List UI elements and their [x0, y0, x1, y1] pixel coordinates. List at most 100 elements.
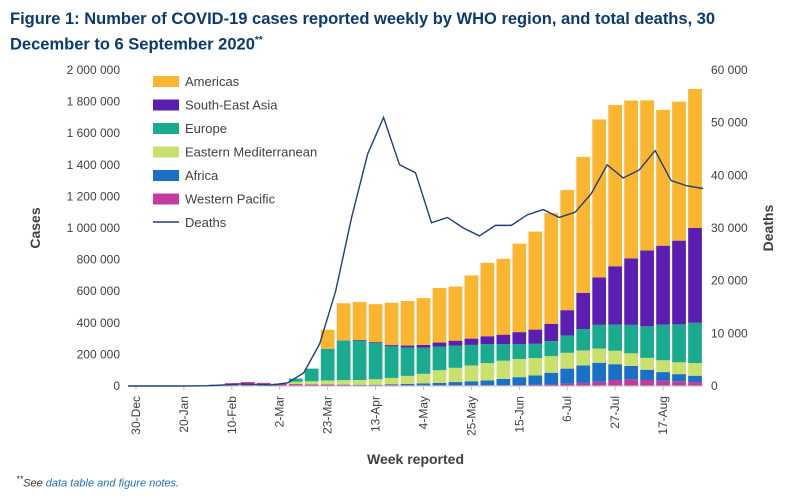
x-tick-label: 4-May [416, 396, 430, 429]
bar-0-33 [656, 380, 670, 386]
bar-4-28 [576, 292, 591, 330]
bar-3-19 [432, 346, 447, 371]
bar-5-31 [624, 100, 638, 259]
bar-3-26 [544, 341, 559, 357]
y-tick-label: 1 600 000 [67, 126, 121, 140]
bar-4-20 [448, 340, 463, 346]
bar-1-26 [544, 372, 559, 385]
bar-5-32 [640, 100, 654, 251]
bar-1-18 [416, 383, 431, 386]
bar-0-12 [320, 384, 335, 386]
y-tick-label: 1 800 000 [67, 95, 121, 109]
chart-title: Figure 1: Number of COVID-19 cases repor… [10, 10, 716, 54]
y2-tick-label: 60 000 [711, 63, 748, 77]
legend-swatch [153, 99, 179, 111]
bar-3-16 [384, 346, 399, 378]
line-layer [128, 115, 704, 387]
x-tick-label: 25-May [464, 396, 478, 436]
bar-0-25 [528, 384, 543, 386]
bar-3-14 [352, 340, 367, 380]
bar-1-21 [464, 381, 479, 386]
bar-5-13 [336, 303, 351, 341]
bar-3-22 [480, 344, 495, 364]
bar-0-31 [624, 379, 638, 386]
bar-1-16 [384, 384, 399, 386]
x-tick-label: 27-Jul [608, 396, 622, 429]
y-tick-label: 200 000 [77, 347, 121, 361]
bar-1-25 [528, 375, 543, 385]
bar-5-29 [592, 119, 607, 278]
bar-2-18 [416, 373, 431, 384]
bar-0-32 [640, 379, 654, 386]
bar-5-21 [464, 275, 479, 339]
x-tick-label: 10-Feb [225, 396, 239, 434]
bar-2-16 [384, 377, 399, 385]
bar-1-27 [560, 368, 575, 384]
bar-3-13 [336, 340, 351, 381]
bar-5-22 [480, 262, 495, 337]
legend-label: Deaths [185, 215, 227, 230]
bar-1-24 [512, 377, 527, 386]
bar-4-34 [672, 240, 686, 325]
bar-2-24 [512, 358, 527, 378]
bar-5-18 [416, 298, 431, 345]
bar-5-24 [512, 243, 527, 333]
bar-1-33 [656, 372, 670, 381]
bar-1-23 [496, 378, 511, 386]
bar-2-31 [624, 353, 638, 366]
bar-4-35 [688, 228, 702, 323]
bar-2-22 [480, 363, 495, 381]
bar-4-31 [624, 258, 638, 325]
legend-label: Africa [185, 168, 219, 183]
bar-3-34 [672, 324, 686, 363]
legend-swatch [153, 146, 179, 158]
legend-swatch [153, 170, 179, 181]
bar-1-22 [480, 380, 495, 386]
bar-2-29 [592, 348, 607, 363]
axes-layer: 0 200 000 400 000 600 000 800 000 1 000 000 1 … [27, 63, 776, 467]
bar-1-35 [688, 375, 702, 383]
x-tick-label: 23-Mar [321, 396, 335, 434]
bar-3-21 [464, 344, 479, 366]
legend-label: Americas [185, 74, 240, 89]
x-tick-label: 13-Apr [369, 396, 383, 432]
bar-5-12 [320, 329, 335, 349]
bar-4-33 [656, 245, 670, 325]
bar-3-27 [560, 335, 575, 353]
bar-2-23 [496, 360, 511, 379]
bar-2-17 [400, 375, 415, 384]
bars-layer [193, 88, 702, 386]
x-axis-label: Week reported [367, 451, 464, 467]
legend-label: Europe [185, 121, 227, 136]
y-tick-label: 1 400 000 [67, 158, 121, 172]
bar-4-18 [416, 344, 431, 348]
bar-4-22 [480, 336, 495, 345]
y2-tick-label: 50 000 [711, 116, 748, 130]
bar-1-28 [576, 365, 591, 383]
bar-2-28 [576, 350, 591, 366]
legend-swatch [153, 76, 179, 87]
x-tick-label: 2-Mar [273, 396, 287, 427]
bar-3-10 [288, 378, 303, 382]
deaths-line [128, 115, 704, 387]
bar-3-35 [688, 322, 702, 364]
bar-2-25 [528, 358, 543, 376]
bar-1-32 [640, 369, 654, 380]
bar-3-28 [576, 329, 591, 351]
bar-0-35 [688, 382, 702, 386]
legend-swatch [153, 193, 179, 205]
bar-3-33 [656, 324, 670, 361]
legend-label: South-East Asia [185, 98, 278, 113]
bar-2-35 [688, 363, 702, 376]
bar-4-29 [592, 277, 607, 325]
bar-4-16 [384, 345, 399, 347]
bar-5-15 [368, 304, 383, 343]
bar-1-17 [400, 383, 415, 386]
bar-2-33 [656, 360, 670, 373]
bar-2-14 [352, 379, 367, 385]
figure-notes-link[interactable]: data table and figure notes [45, 477, 177, 490]
bar-2-30 [608, 350, 623, 365]
bar-1-34 [672, 374, 686, 382]
bar-3-23 [496, 344, 511, 361]
